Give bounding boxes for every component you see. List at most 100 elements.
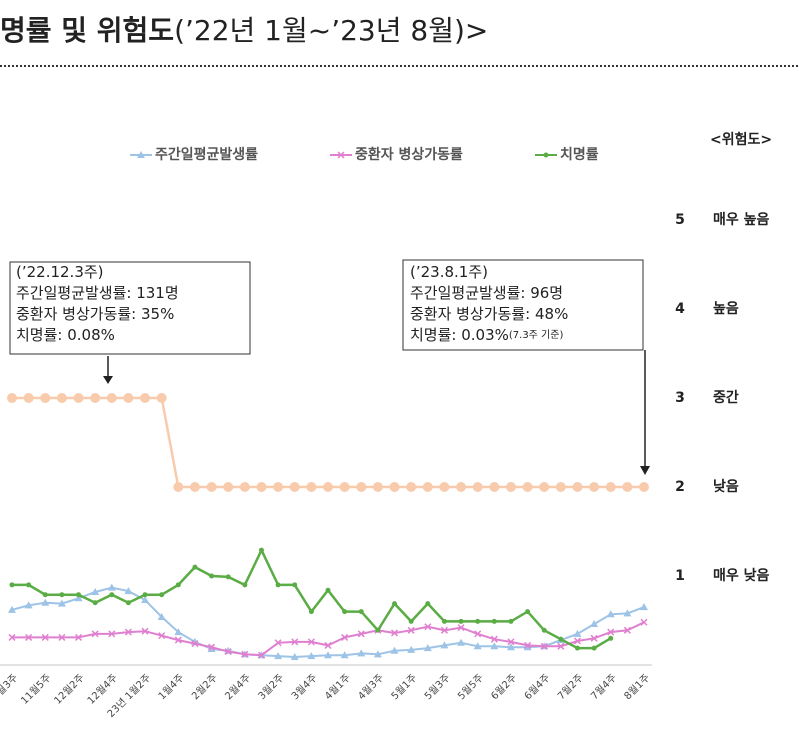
point <box>209 573 215 579</box>
annotation-line: (’22.12.3주) <box>16 263 104 281</box>
risk-line <box>12 396 644 489</box>
point <box>408 618 414 624</box>
annotation-text: 주간일평균발생률: 96명 <box>410 284 563 302</box>
risk-point <box>106 393 117 403</box>
risk-level-name: 중간 <box>713 389 739 406</box>
point <box>640 603 648 611</box>
point <box>640 618 648 626</box>
point <box>157 612 166 620</box>
point <box>425 601 431 607</box>
x-tick-label: 6월4주 <box>522 672 552 702</box>
risk-point <box>505 482 516 492</box>
risk-point <box>422 482 433 492</box>
x-tick-label: 12월2주 <box>52 672 87 707</box>
point <box>274 639 282 647</box>
point <box>475 618 481 624</box>
annotation-text: 치명률: 0.03% <box>410 326 509 344</box>
risk-point <box>40 393 51 403</box>
point <box>440 626 448 634</box>
risk-level-number: 4 <box>675 301 685 317</box>
point <box>490 642 499 650</box>
point <box>608 635 614 641</box>
annotation-note: (7.3주 기준) <box>509 329 564 341</box>
risk-point <box>389 482 400 492</box>
point <box>124 628 132 636</box>
annotation-box <box>402 259 644 351</box>
risk-point <box>489 482 500 492</box>
risk-point <box>206 482 217 492</box>
risk-point <box>572 482 583 492</box>
point <box>623 609 632 617</box>
annotation-box <box>9 261 251 355</box>
point <box>141 627 149 635</box>
point <box>142 592 148 598</box>
legend-marker <box>137 151 145 158</box>
risk-point <box>323 482 333 492</box>
point <box>473 642 482 650</box>
risk-point <box>356 482 367 492</box>
point <box>573 629 582 637</box>
x-tick-label: 11월5주 <box>19 672 54 707</box>
point <box>158 632 166 640</box>
point <box>324 651 332 659</box>
point <box>208 643 216 651</box>
risk-level-number: 3 <box>675 390 685 406</box>
x-tick-label: 1월4주 <box>156 672 186 702</box>
x-tick-label: 3월4주 <box>289 672 319 702</box>
annotation-line: 중환자 병상가동률: 48% <box>410 305 568 323</box>
risk-point <box>456 482 467 492</box>
x-tick-label: 8월1주 <box>622 672 652 702</box>
annotation-line: 치명률: 0.08% <box>16 326 115 344</box>
point <box>274 652 283 660</box>
point <box>440 641 449 649</box>
annotation-line: 중환자 병상가동률: 35% <box>16 305 174 323</box>
point <box>606 610 615 618</box>
point <box>457 638 466 646</box>
risk-point <box>306 482 317 492</box>
x-tick-label: 4월3주 <box>356 672 386 702</box>
risk-point <box>7 393 17 403</box>
point <box>458 618 464 624</box>
point <box>224 648 232 656</box>
risk-point <box>140 393 151 403</box>
point <box>441 618 447 624</box>
annotation-line: 치명률: 0.03%(7.3주 기준) <box>410 326 563 344</box>
annotation-text: 중환자 병상가동률: 48% <box>410 305 568 323</box>
annotation-text: 치명률: 0.08% <box>16 326 115 344</box>
point <box>42 592 48 598</box>
point <box>241 650 249 658</box>
point <box>8 633 16 641</box>
point <box>623 626 631 634</box>
point <box>324 641 332 649</box>
x-tick-label: 5월3주 <box>422 672 452 702</box>
point <box>174 628 183 636</box>
point <box>9 582 15 588</box>
point <box>307 638 315 646</box>
legend-marker <box>543 152 549 158</box>
risk-point <box>56 393 67 403</box>
risk-point <box>622 482 633 492</box>
risk-point <box>439 482 450 492</box>
point <box>58 633 66 641</box>
legend-label: 주간일평균발생률 <box>155 146 258 163</box>
point <box>8 605 16 613</box>
point <box>590 634 598 642</box>
point <box>308 609 314 615</box>
point <box>242 582 248 588</box>
risk-level-name: 낮음 <box>713 479 739 495</box>
risk-level-name: 높음 <box>713 301 739 317</box>
annotation-line: 주간일평균발생률: 131명 <box>16 284 179 302</box>
point <box>92 600 98 606</box>
point <box>74 594 83 602</box>
risk-point <box>589 482 600 492</box>
point <box>192 564 198 570</box>
legend-marker <box>337 151 345 159</box>
point <box>107 583 116 591</box>
point <box>474 630 482 638</box>
risk-point <box>372 482 383 492</box>
risk-point <box>239 482 250 492</box>
annotation-arrowhead <box>640 466 650 475</box>
point <box>407 645 416 653</box>
